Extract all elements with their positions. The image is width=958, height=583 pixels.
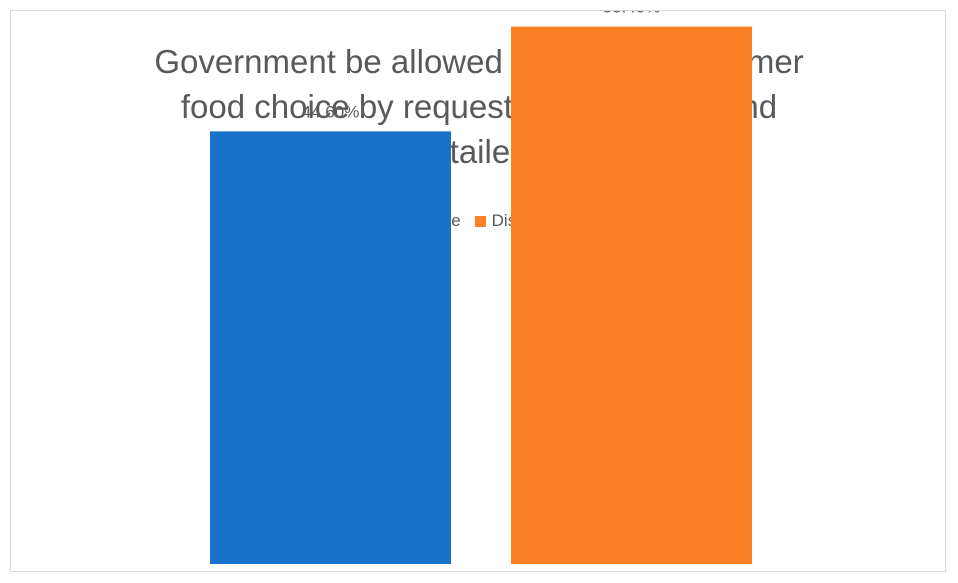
legend-swatch-disagree bbox=[474, 215, 486, 227]
data-label-disagree: 55.40% bbox=[603, 11, 661, 17]
chart-plot-area: 44.60% 55.40% bbox=[210, 11, 752, 565]
chart-frame: Government be allowed to reduce consumer… bbox=[10, 10, 946, 572]
bar-disagree bbox=[511, 26, 752, 565]
bar-agree bbox=[210, 131, 451, 564]
data-label-agree: 44.60% bbox=[302, 102, 360, 121]
